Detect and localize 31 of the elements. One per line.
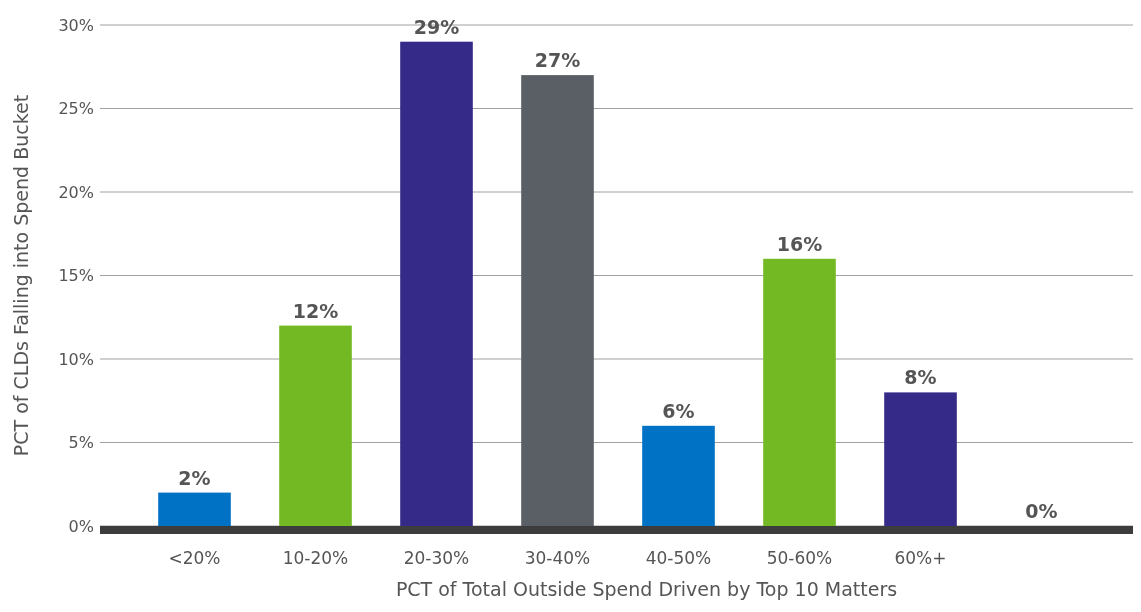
x-tick-label: 10-20% bbox=[282, 547, 349, 568]
y-axis-title: PCT of CLDs Falling into Spend Bucket bbox=[10, 94, 32, 457]
x-axis-title: PCT of Total Outside Spend Driven by Top 10 Matters bbox=[395, 578, 898, 600]
x-tick-label: 30-40% bbox=[524, 547, 591, 568]
y-tick-label: 30% bbox=[58, 15, 94, 35]
y-tick-label: 20% bbox=[58, 182, 94, 202]
bar bbox=[521, 75, 594, 526]
data-label: 6% bbox=[662, 399, 695, 422]
data-label: 16% bbox=[776, 232, 823, 255]
bar bbox=[642, 425, 715, 526]
bar bbox=[400, 41, 473, 526]
data-label: 29% bbox=[413, 15, 460, 38]
y-tick-label: 0% bbox=[68, 516, 94, 536]
data-label: 12% bbox=[292, 299, 339, 322]
x-tick-label: 40-50% bbox=[645, 547, 712, 568]
bar bbox=[763, 258, 836, 526]
y-tick-label: 10% bbox=[58, 349, 94, 369]
bar bbox=[158, 492, 231, 526]
data-label: 2% bbox=[178, 466, 211, 489]
x-tick-label: 20-30% bbox=[403, 547, 470, 568]
x-tick-label: 60%+ bbox=[894, 547, 947, 568]
y-tick-label: 5% bbox=[68, 433, 94, 453]
bar bbox=[279, 325, 352, 526]
data-label: 8% bbox=[904, 366, 937, 389]
bar bbox=[884, 392, 957, 526]
y-tick-label: 15% bbox=[58, 266, 94, 286]
x-tick-label: <20% bbox=[168, 547, 221, 568]
x-tick-label: 50-60% bbox=[766, 547, 833, 568]
data-label: 27% bbox=[534, 49, 581, 72]
data-label: 0% bbox=[1025, 500, 1058, 522]
y-tick-label: 25% bbox=[58, 99, 94, 119]
